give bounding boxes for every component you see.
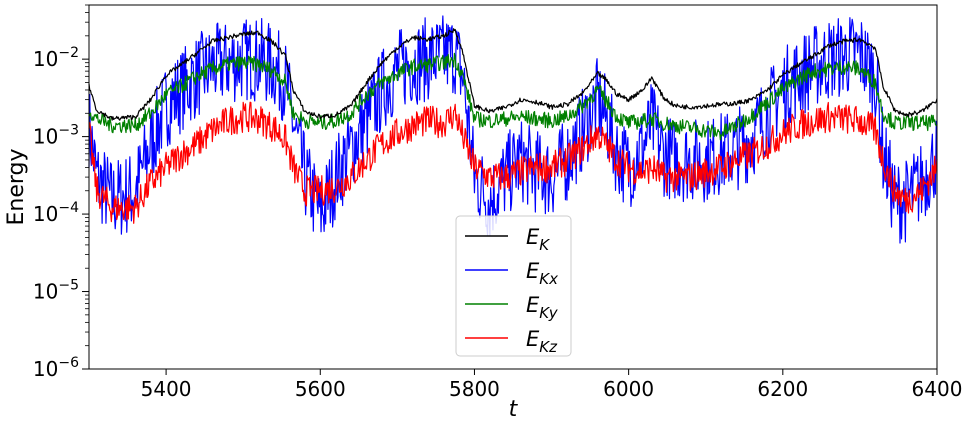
x-tick-label-6200: 6200: [757, 377, 808, 401]
series-line-k: [88, 28, 938, 121]
x-tick-label-5800: 5800: [449, 377, 500, 401]
series-layer: [88, 15, 938, 244]
x-tick-label-6400: 6400: [912, 377, 963, 401]
y-axis: 10−6 10−5 10−4 10−3 10−2: [33, 4, 89, 381]
series-line-kz: [88, 101, 938, 224]
y-axis-label: Energy: [4, 148, 29, 225]
y-tick-label-−5: 10−5: [33, 278, 79, 304]
x-tick-label-5600: 5600: [295, 377, 346, 401]
x-tick-label-6000: 6000: [603, 377, 654, 401]
y-tick-label-−6: 10−6: [33, 355, 79, 381]
legend-label-kx: EKx: [526, 259, 558, 288]
legend-box: [455, 215, 572, 357]
series-line-ky: [88, 52, 938, 141]
series-line-kx: [88, 15, 938, 244]
x-tick-label-5400: 5400: [141, 377, 192, 401]
x-axis-label: t: [509, 397, 519, 422]
y-tick-label-−2: 10−2: [33, 45, 79, 71]
legend-label-ky: EKy: [526, 293, 559, 322]
legend: EK EKx EKy EKz: [455, 215, 572, 357]
y-tick-label-−4: 10−4: [33, 200, 79, 226]
legend-label-k: EK: [526, 225, 550, 254]
legend-label-kz: EKz: [526, 327, 558, 356]
y-tick-label-−3: 10−3: [33, 123, 79, 149]
plot-frame: [88, 4, 938, 370]
x-axis: 5400 5600 5800 6000 6200 6400: [141, 369, 963, 401]
